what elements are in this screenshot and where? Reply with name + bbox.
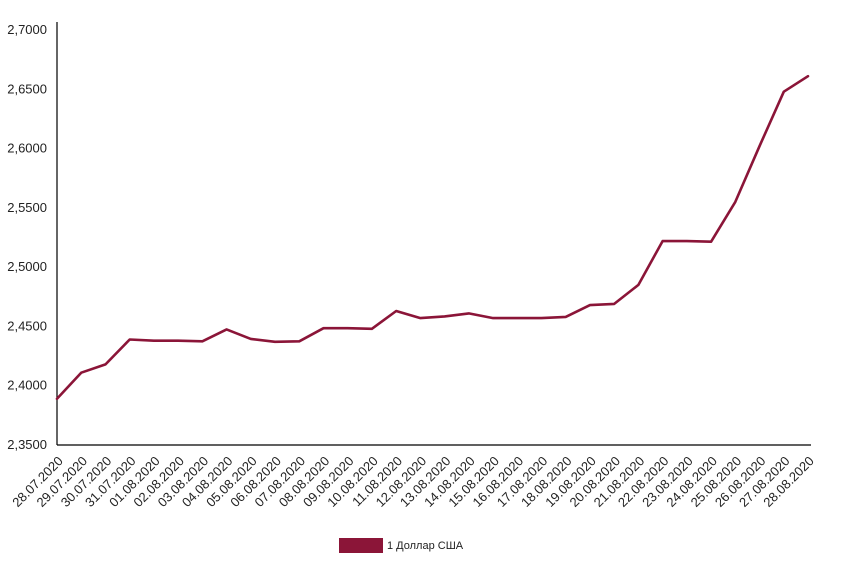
legend-swatch: [339, 538, 383, 553]
y-tick-label: 2,4500: [7, 318, 47, 333]
y-tick-label: 2,6500: [7, 81, 47, 96]
y-tick-label: 2,6000: [7, 141, 47, 156]
x-axis-ticks: 28.07.202029.07.202030.07.202031.07.2020…: [9, 453, 817, 510]
series-layer: [55, 74, 810, 401]
y-tick-label: 2,3500: [7, 437, 47, 452]
y-tick-label: 2,7000: [7, 22, 47, 37]
legend-label: 1 Доллар США: [387, 540, 464, 552]
series-line: [55, 74, 810, 401]
legend: 1 Доллар США: [339, 538, 464, 553]
y-tick-label: 2,5000: [7, 259, 47, 274]
y-axis-ticks: 2,3500 2,4000 2,4500 2,5000 2,5500 2,6000 2,65…: [7, 22, 47, 452]
y-tick-label: 2,4000: [7, 378, 47, 393]
y-tick-label: 2,5500: [7, 200, 47, 215]
